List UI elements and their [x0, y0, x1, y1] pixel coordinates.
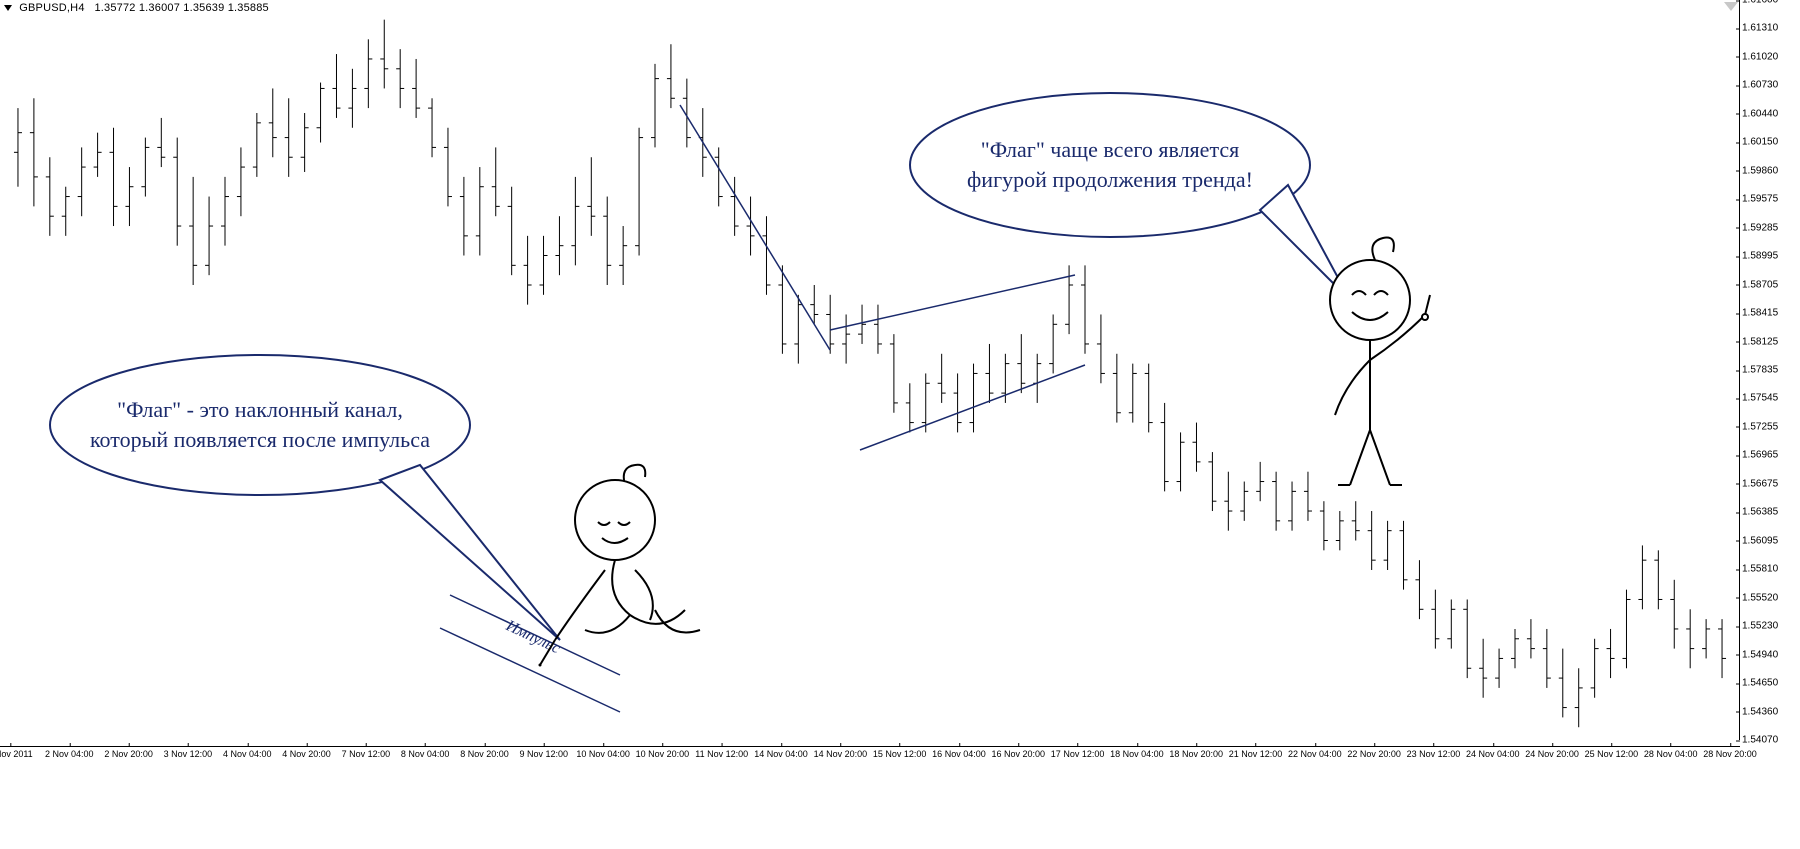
- time-scale[interactable]: 1 Nov 2011 2 Nov 04:00 2 Nov 20:00 3 Nov 12…: [0, 746, 1740, 771]
- price-tick: 1.54070: [1742, 735, 1778, 746]
- price-tick: 1.61310: [1742, 23, 1778, 34]
- time-tick: 10 Nov 20:00: [636, 749, 690, 759]
- time-tick: 10 Nov 04:00: [576, 749, 630, 759]
- price-tick: 1.55810: [1742, 564, 1778, 575]
- time-tick: 17 Nov 12:00: [1051, 749, 1105, 759]
- price-tick: 1.60440: [1742, 108, 1778, 119]
- time-tick: 2 Nov 20:00: [104, 749, 153, 759]
- time-tick: 4 Nov 20:00: [282, 749, 331, 759]
- price-tick: 1.54650: [1742, 678, 1778, 689]
- price-tick: 1.59575: [1742, 194, 1778, 205]
- price-tick: 1.57545: [1742, 393, 1778, 404]
- time-tick: 25 Nov 12:00: [1585, 749, 1639, 759]
- price-tick: 1.58125: [1742, 336, 1778, 347]
- price-tick: 1.60150: [1742, 137, 1778, 148]
- time-tick: 15 Nov 12:00: [873, 749, 927, 759]
- price-tick: 1.56095: [1742, 535, 1778, 546]
- price-tick: 1.60730: [1742, 80, 1778, 91]
- price-tick: 1.59860: [1742, 165, 1778, 176]
- time-tick: 24 Nov 04:00: [1466, 749, 1520, 759]
- time-tick: 8 Nov 04:00: [401, 749, 450, 759]
- price-tick: 1.61020: [1742, 51, 1778, 62]
- price-tick: 1.56965: [1742, 450, 1778, 461]
- time-tick: 3 Nov 12:00: [164, 749, 213, 759]
- time-tick: 28 Nov 04:00: [1644, 749, 1698, 759]
- price-tick: 1.58415: [1742, 308, 1778, 319]
- time-tick: 8 Nov 20:00: [460, 749, 509, 759]
- time-tick: 4 Nov 04:00: [223, 749, 272, 759]
- time-tick: 14 Nov 20:00: [814, 749, 868, 759]
- price-tick: 1.54940: [1742, 649, 1778, 660]
- time-tick: 23 Nov 12:00: [1407, 749, 1461, 759]
- price-tick: 1.57835: [1742, 365, 1778, 376]
- time-tick: 1 Nov 2011: [0, 749, 33, 759]
- time-tick: 9 Nov 12:00: [520, 749, 569, 759]
- price-tick: 1.55520: [1742, 592, 1778, 603]
- price-tick: 1.56385: [1742, 507, 1778, 518]
- time-tick: 18 Nov 20:00: [1169, 749, 1223, 759]
- price-tick: 1.57255: [1742, 421, 1778, 432]
- time-tick: 16 Nov 04:00: [932, 749, 986, 759]
- time-tick: 18 Nov 04:00: [1110, 749, 1164, 759]
- price-tick: 1.55230: [1742, 621, 1778, 632]
- time-tick: 11 Nov 12:00: [695, 749, 748, 759]
- price-tick: 1.56675: [1742, 478, 1778, 489]
- time-tick: 21 Nov 12:00: [1229, 749, 1283, 759]
- time-tick: 16 Nov 20:00: [991, 749, 1045, 759]
- time-tick: 7 Nov 12:00: [342, 749, 391, 759]
- price-tick: 1.58995: [1742, 251, 1778, 262]
- time-tick: 14 Nov 04:00: [754, 749, 808, 759]
- time-tick: 28 Nov 20:00: [1703, 749, 1757, 759]
- time-tick: 2 Nov 04:00: [45, 749, 94, 759]
- price-tick: 1.54360: [1742, 706, 1778, 717]
- price-tick: 1.58705: [1742, 279, 1778, 290]
- chart-root: GBPUSD,H4 1.35772 1.36007 1.35639 1.3588…: [0, 0, 1800, 849]
- price-tick: 1.61600: [1742, 0, 1778, 6]
- time-tick: 22 Nov 20:00: [1347, 749, 1401, 759]
- time-tick: 24 Nov 20:00: [1525, 749, 1579, 759]
- price-chart[interactable]: [0, 0, 1740, 740]
- time-tick: 22 Nov 04:00: [1288, 749, 1342, 759]
- price-tick: 1.59285: [1742, 222, 1778, 233]
- price-scale[interactable]: 1.61600 1.61310 1.61020 1.60730 1.60440 1.601…: [1739, 0, 1800, 740]
